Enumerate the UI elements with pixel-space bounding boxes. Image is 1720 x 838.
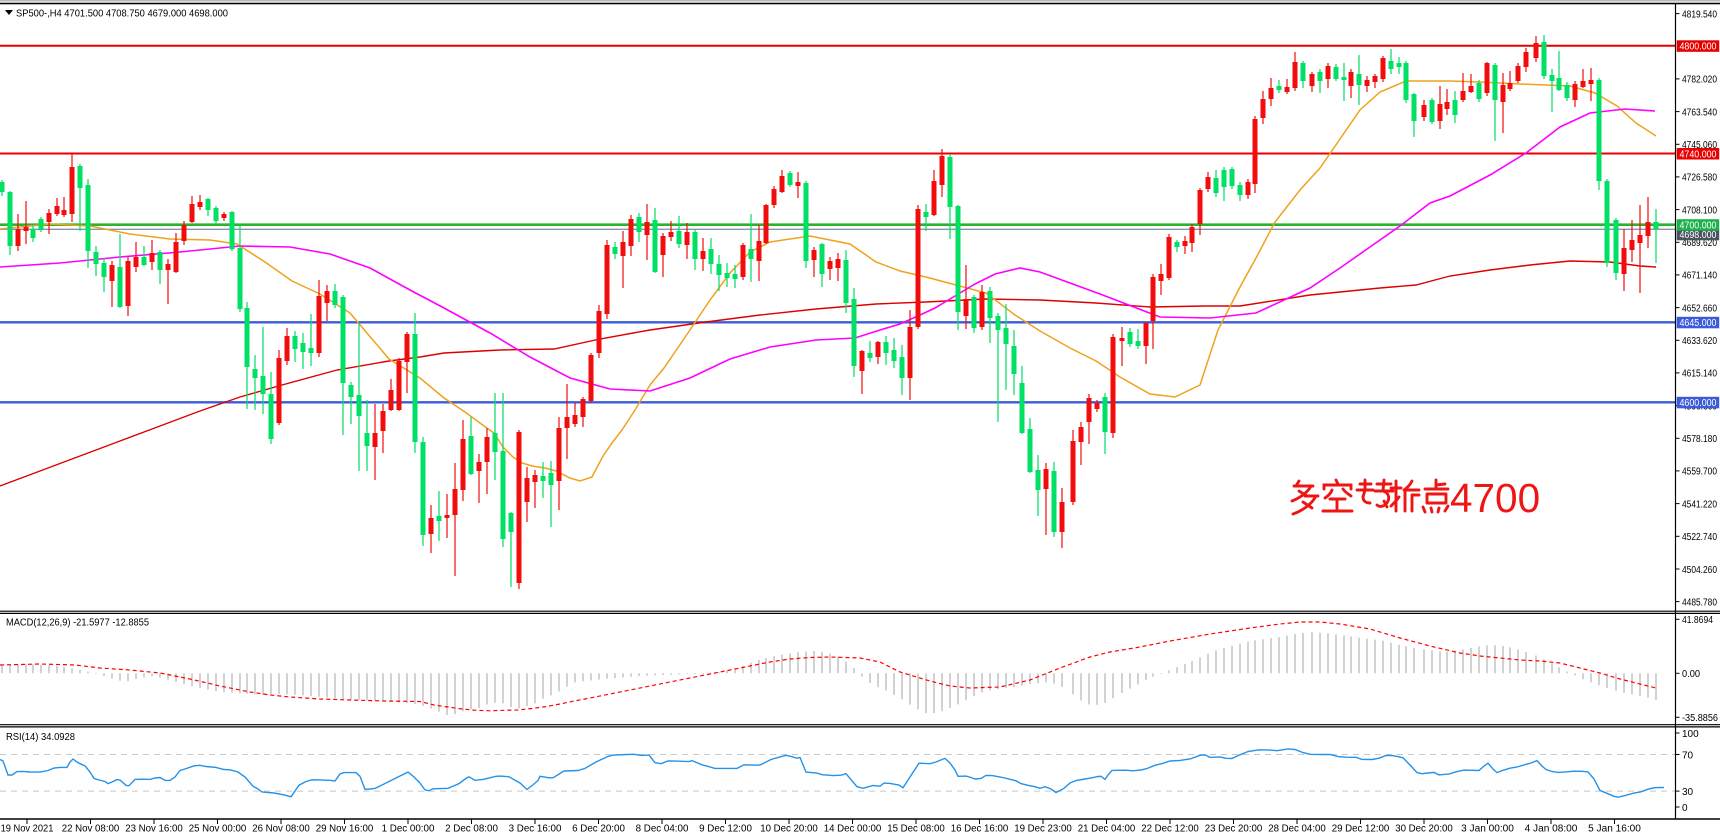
svg-text:4652.660: 4652.660	[1682, 303, 1717, 314]
svg-text:4522.740: 4522.740	[1682, 532, 1717, 543]
svg-text:22 Dec 12:00: 22 Dec 12:00	[1141, 824, 1199, 835]
svg-text:25 Nov 00:00: 25 Nov 00:00	[189, 824, 247, 835]
svg-text:4819.540: 4819.540	[1682, 9, 1717, 20]
svg-text:0: 0	[1682, 803, 1688, 814]
svg-text:4763.540: 4763.540	[1682, 107, 1717, 118]
svg-text:4726.580: 4726.580	[1682, 173, 1717, 184]
svg-text:4485.780: 4485.780	[1682, 597, 1717, 608]
svg-text:4671.140: 4671.140	[1682, 271, 1717, 282]
svg-text:29 Nov 16:00: 29 Nov 16:00	[316, 824, 374, 835]
svg-text:28 Dec 04:00: 28 Dec 04:00	[1268, 824, 1326, 835]
svg-text:4689.620: 4689.620	[1682, 238, 1717, 249]
svg-text:30: 30	[1682, 787, 1694, 798]
svg-text:4578.180: 4578.180	[1682, 434, 1717, 445]
svg-text:70: 70	[1682, 751, 1694, 762]
svg-text:14 Dec 00:00: 14 Dec 00:00	[824, 824, 882, 835]
svg-text:29 Dec 12:00: 29 Dec 12:00	[1332, 824, 1390, 835]
svg-text:4700.000: 4700.000	[1680, 221, 1717, 232]
svg-text:41.8694: 41.8694	[1682, 615, 1713, 626]
svg-text:30 Dec 20:00: 30 Dec 20:00	[1395, 824, 1453, 835]
svg-text:4541.220: 4541.220	[1682, 499, 1717, 510]
svg-text:9 Dec 12:00: 9 Dec 12:00	[699, 824, 752, 835]
svg-text:-35.8856: -35.8856	[1682, 713, 1718, 724]
svg-text:SP500-,H4 4701.500 4708.750 4: SP500-,H4 4701.500 4708.750 4679.000 469…	[16, 8, 228, 20]
svg-text:4740.000: 4740.000	[1680, 149, 1717, 160]
svg-text:4645.000: 4645.000	[1680, 318, 1717, 329]
svg-text:4782.020: 4782.020	[1682, 75, 1717, 86]
svg-text:0.00: 0.00	[1682, 669, 1700, 680]
svg-text:1 Dec 00:00: 1 Dec 00:00	[382, 824, 435, 835]
svg-text:4800.000: 4800.000	[1680, 42, 1717, 53]
svg-text:21 Dec 04:00: 21 Dec 04:00	[1078, 824, 1136, 835]
svg-text:4708.100: 4708.100	[1682, 205, 1717, 216]
svg-text:4 Jan 08:00: 4 Jan 08:00	[1525, 824, 1578, 835]
svg-text:4504.260: 4504.260	[1682, 565, 1717, 576]
svg-text:26 Nov 08:00: 26 Nov 08:00	[252, 824, 310, 835]
svg-text:2 Dec 08:00: 2 Dec 08:00	[445, 824, 498, 835]
svg-text:3 Jan 00:00: 3 Jan 00:00	[1461, 824, 1514, 835]
svg-text:23 Dec 20:00: 23 Dec 20:00	[1205, 824, 1263, 835]
svg-text:4700: 4700	[1450, 475, 1540, 521]
svg-text:23 Nov 16:00: 23 Nov 16:00	[125, 824, 183, 835]
svg-text:22 Nov 08:00: 22 Nov 08:00	[62, 824, 120, 835]
svg-text:6 Dec 20:00: 6 Dec 20:00	[572, 824, 625, 835]
svg-text:19 Dec 23:00: 19 Dec 23:00	[1014, 824, 1072, 835]
svg-text:8 Dec 04:00: 8 Dec 04:00	[636, 824, 689, 835]
svg-text:15 Dec 08:00: 15 Dec 08:00	[887, 824, 945, 835]
svg-text:19 Nov 2021: 19 Nov 2021	[1, 824, 54, 835]
svg-text:RSI(14) 34.0928: RSI(14) 34.0928	[6, 731, 75, 743]
svg-text:100: 100	[1682, 729, 1699, 740]
svg-text:10 Dec 20:00: 10 Dec 20:00	[760, 824, 818, 835]
svg-text:3 Dec 16:00: 3 Dec 16:00	[509, 824, 562, 835]
svg-text:4633.620: 4633.620	[1682, 336, 1717, 347]
svg-text:4745.060: 4745.060	[1682, 140, 1717, 151]
svg-text:4698.000: 4698.000	[1680, 230, 1717, 241]
svg-text:4615.140: 4615.140	[1682, 369, 1717, 380]
svg-text:5 Jan 16:00: 5 Jan 16:00	[1588, 824, 1641, 835]
svg-text:MACD(12,26,9) -21.5977 -12.885: MACD(12,26,9) -21.5977 -12.8855	[6, 617, 149, 629]
svg-text:4600.000: 4600.000	[1680, 398, 1717, 409]
svg-text:16 Dec 16:00: 16 Dec 16:00	[951, 824, 1009, 835]
svg-text:4559.700: 4559.700	[1682, 467, 1717, 478]
